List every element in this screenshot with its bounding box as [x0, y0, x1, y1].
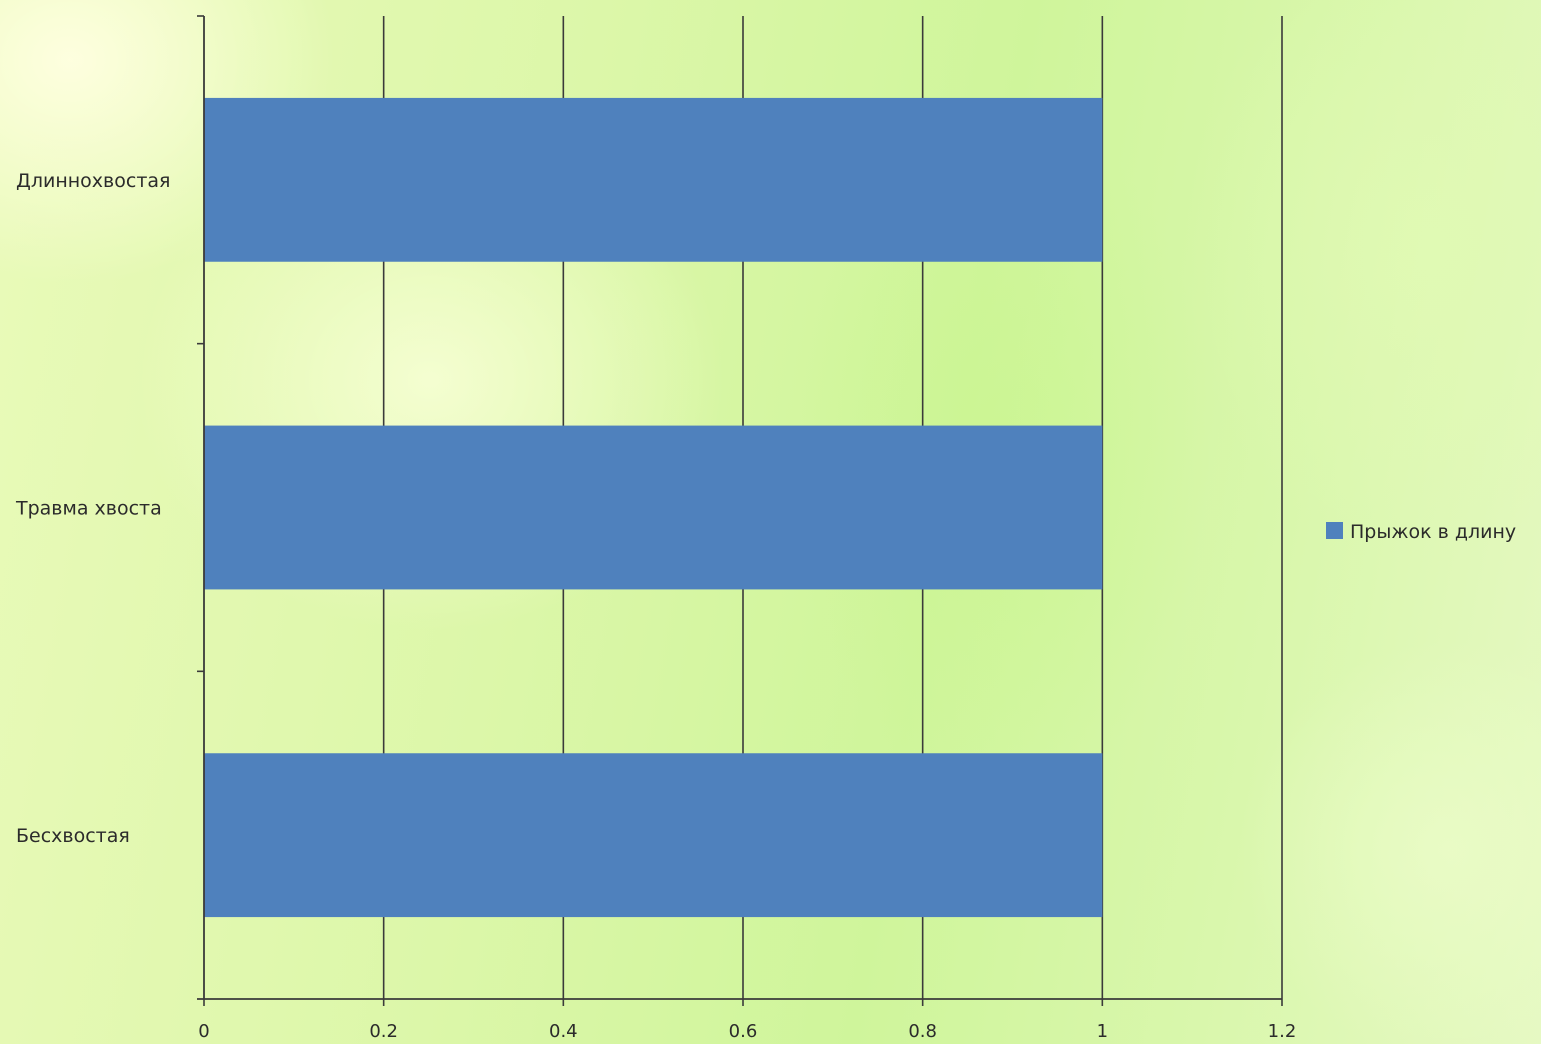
legend-swatch — [1326, 522, 1343, 539]
y-category-label: Бесхвостая — [16, 825, 130, 847]
legend: Прыжок в длину — [1326, 521, 1516, 543]
y-category-label: Длиннохвостая — [16, 170, 170, 192]
x-tick-label: 1 — [1097, 1021, 1108, 1042]
x-tick-label: 0.8 — [908, 1021, 937, 1042]
axes: 0 0.2 0.4 0.6 0.8 1 1.2 Длиннохвостая Травма хво… — [15, 15, 1297, 1042]
x-tick-label: 0.2 — [369, 1021, 398, 1042]
x-tick-label: 1.2 — [1268, 1021, 1297, 1042]
legend-label: Прыжок в длину — [1350, 521, 1516, 543]
bar — [204, 425, 1103, 590]
bar — [204, 97, 1103, 262]
bars — [204, 97, 1103, 918]
x-tick-label: 0.4 — [549, 1021, 578, 1042]
y-category-label: Травма хвоста — [15, 498, 162, 520]
bar — [204, 753, 1103, 918]
x-tick-label: 0 — [198, 1021, 209, 1042]
x-tick-label: 0.6 — [729, 1021, 758, 1042]
